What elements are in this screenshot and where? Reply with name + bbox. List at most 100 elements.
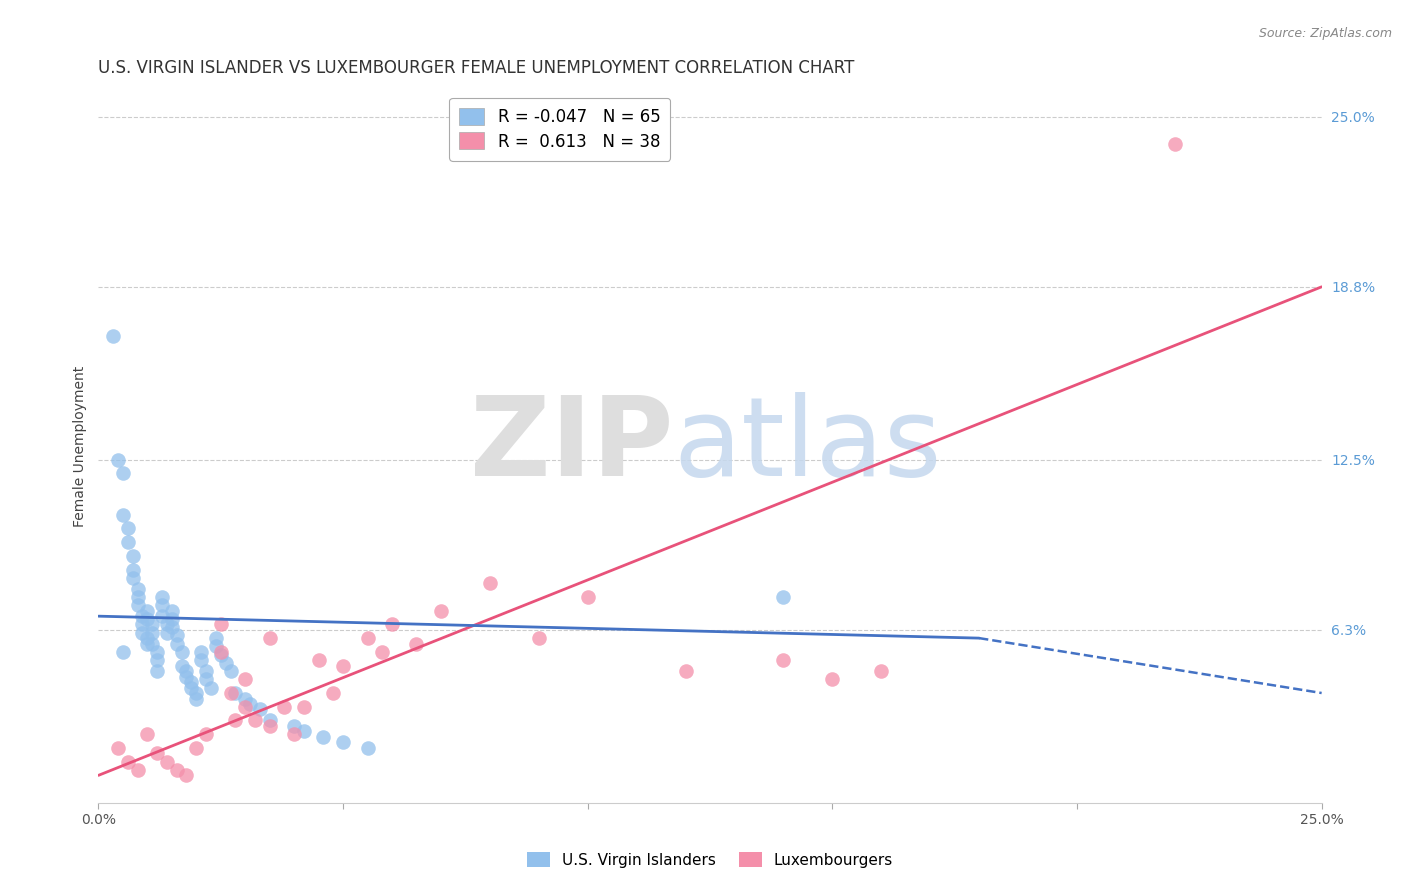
Point [156,617,179,632]
Point [180,681,202,695]
Point [190,653,212,667]
Point [1164,137,1187,152]
Point [195,664,218,678]
Point [332,658,354,673]
Point [156,625,179,640]
Point [107,452,129,467]
Point [156,755,179,769]
Point [239,697,262,711]
Point [176,768,198,782]
Point [150,590,173,604]
Point [136,612,159,626]
Point [117,521,139,535]
Point [176,669,198,683]
Point [166,628,188,642]
Point [127,763,149,777]
Point [219,664,242,678]
Point [209,617,232,632]
Point [233,691,256,706]
Text: atlas: atlas [673,392,942,500]
Point [136,631,159,645]
Point [283,727,305,741]
Legend: U.S. Virgin Islanders, Luxembourgers: U.S. Virgin Islanders, Luxembourgers [520,846,900,873]
Point [160,620,183,634]
Point [186,691,208,706]
Point [176,664,198,678]
Point [371,645,394,659]
Point [160,612,183,626]
Point [224,686,246,700]
Point [430,604,453,618]
Point [332,735,354,749]
Point [356,740,378,755]
Y-axis label: Female Unemployment: Female Unemployment [73,366,87,526]
Point [190,645,212,659]
Point [131,625,153,640]
Point [141,637,163,651]
Point [127,598,149,612]
Point [146,664,169,678]
Point [675,664,697,678]
Point [312,730,335,744]
Point [259,714,281,728]
Point [209,645,232,659]
Point [146,747,169,761]
Point [166,763,188,777]
Point [195,727,218,741]
Point [136,637,159,651]
Text: U.S. VIRGIN ISLANDER VS LUXEMBOURGER FEMALE UNEMPLOYMENT CORRELATION CHART: U.S. VIRGIN ISLANDER VS LUXEMBOURGER FEM… [98,59,855,77]
Point [214,656,236,670]
Point [170,645,193,659]
Point [150,609,173,624]
Text: Source: ZipAtlas.com: Source: ZipAtlas.com [1258,27,1392,40]
Point [209,648,232,662]
Point [273,699,295,714]
Point [381,617,404,632]
Point [772,590,794,604]
Point [205,640,228,654]
Point [141,625,163,640]
Point [478,576,501,591]
Point [219,686,242,700]
Point [117,755,139,769]
Point [292,699,315,714]
Point [170,658,193,673]
Point [356,631,378,645]
Point [160,604,183,618]
Point [111,645,134,659]
Point [259,719,281,733]
Point [121,571,143,585]
Point [233,699,256,714]
Point [111,467,134,481]
Point [405,637,427,651]
Point [127,590,149,604]
Point [121,562,143,576]
Point [101,329,124,343]
Point [308,653,330,667]
Text: ZIP: ZIP [470,392,673,500]
Point [127,582,149,596]
Point [224,714,246,728]
Point [527,631,550,645]
Point [186,740,208,755]
Point [180,675,202,690]
Point [107,740,129,755]
Point [292,724,315,739]
Point [249,702,271,716]
Point [136,604,159,618]
Point [200,681,222,695]
Point [233,673,256,687]
Point [821,673,844,687]
Point [283,719,305,733]
Point [146,653,169,667]
Point [772,653,794,667]
Point [136,727,159,741]
Point [131,609,153,624]
Point [121,549,143,563]
Point [166,637,188,651]
Point [576,590,599,604]
Point [117,535,139,549]
Point [243,714,266,728]
Point [146,645,169,659]
Point [111,508,134,522]
